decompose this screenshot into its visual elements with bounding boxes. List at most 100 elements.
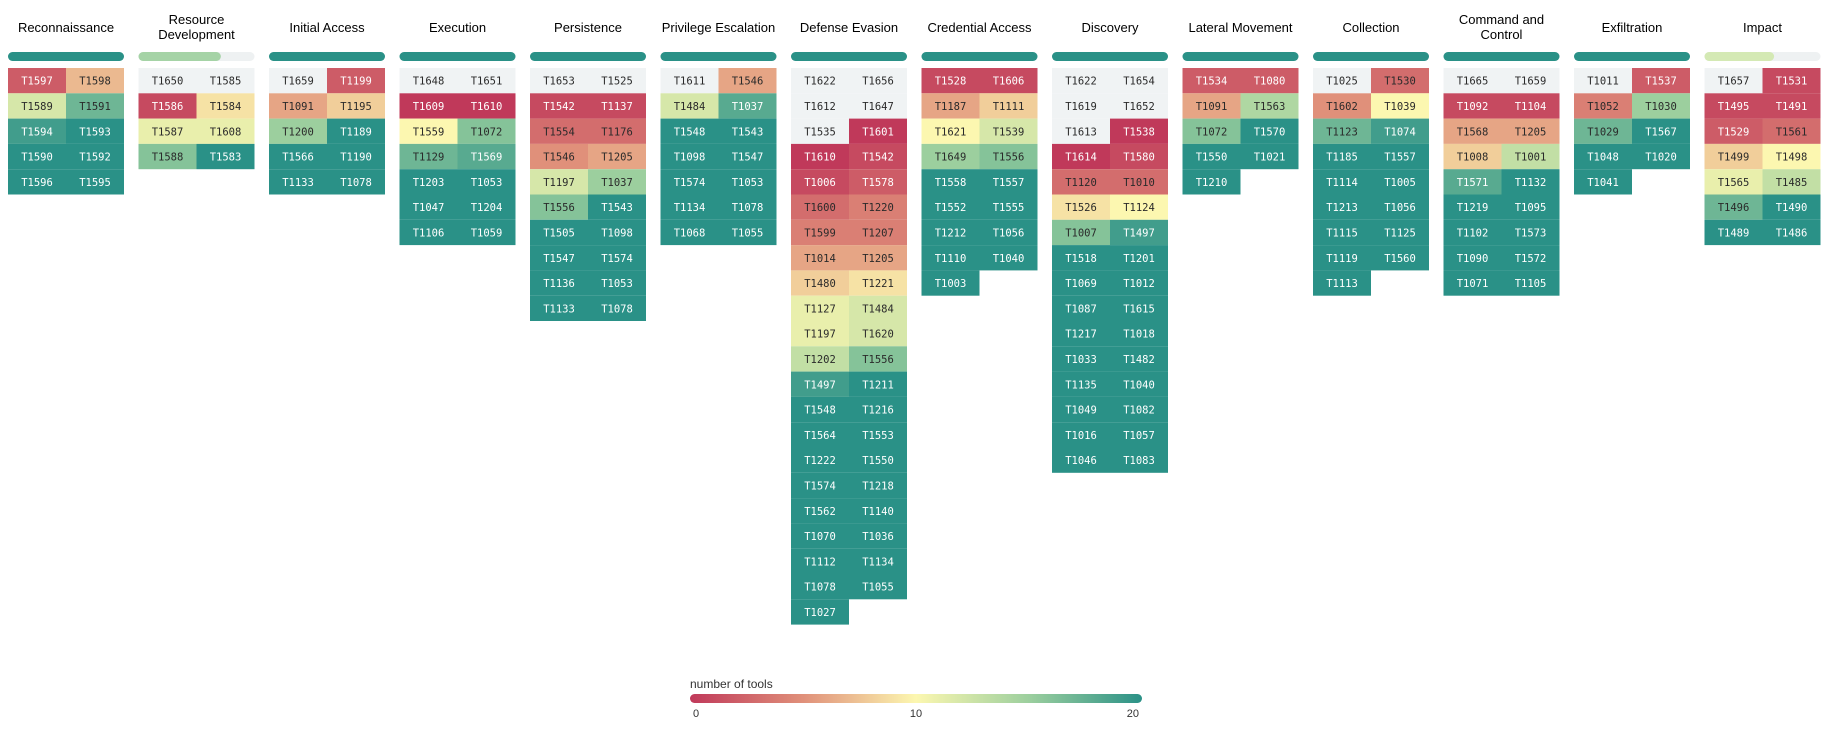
technique-cell[interactable] [849, 194, 907, 220]
technique-cell[interactable] [1762, 194, 1821, 220]
technique-cell[interactable] [1704, 169, 1763, 195]
technique-cell[interactable] [399, 93, 458, 119]
technique-cell[interactable] [1704, 118, 1763, 144]
technique-cell[interactable] [849, 371, 907, 397]
technique-cell[interactable] [138, 68, 197, 94]
technique-cell[interactable] [1371, 194, 1429, 220]
technique-cell[interactable] [849, 169, 907, 195]
technique-cell[interactable] [1110, 93, 1168, 119]
technique-cell[interactable] [8, 68, 66, 94]
technique-cell[interactable] [1501, 194, 1560, 220]
technique-cell[interactable] [1110, 346, 1168, 372]
technique-cell[interactable] [66, 143, 124, 170]
technique-cell[interactable] [791, 574, 849, 600]
technique-cell[interactable] [1501, 169, 1560, 195]
technique-cell[interactable] [588, 68, 646, 94]
technique-cell[interactable] [327, 169, 385, 195]
technique-cell[interactable] [1501, 219, 1560, 246]
technique-cell[interactable] [1110, 194, 1168, 220]
technique-cell[interactable] [921, 143, 980, 170]
technique-cell[interactable] [660, 143, 719, 170]
technique-cell[interactable] [979, 245, 1038, 271]
technique-cell[interactable] [1110, 245, 1168, 271]
technique-cell[interactable] [1371, 68, 1429, 94]
technique-cell[interactable] [849, 422, 907, 448]
technique-cell[interactable] [849, 93, 907, 119]
technique-cell[interactable] [849, 498, 907, 524]
technique-cell[interactable] [791, 219, 849, 246]
technique-cell[interactable] [718, 194, 777, 220]
technique-cell[interactable] [399, 143, 458, 170]
technique-cell[interactable] [457, 194, 516, 220]
technique-cell[interactable] [979, 219, 1038, 246]
technique-cell[interactable] [1182, 143, 1241, 170]
technique-cell[interactable] [1371, 219, 1429, 246]
technique-cell[interactable] [530, 143, 588, 170]
technique-cell[interactable] [1052, 219, 1110, 246]
technique-cell[interactable] [1443, 118, 1502, 144]
technique-cell[interactable] [1052, 118, 1110, 144]
technique-cell[interactable] [269, 118, 327, 144]
technique-cell[interactable] [1632, 68, 1690, 94]
technique-cell[interactable] [979, 169, 1038, 195]
technique-cell[interactable] [979, 194, 1038, 220]
technique-cell[interactable] [327, 93, 385, 119]
technique-cell[interactable] [1052, 270, 1110, 296]
technique-cell[interactable] [530, 219, 588, 246]
technique-cell[interactable] [791, 472, 849, 499]
technique-cell[interactable] [1443, 219, 1502, 246]
technique-cell[interactable] [588, 194, 646, 220]
technique-cell[interactable] [979, 118, 1038, 144]
technique-cell[interactable] [1313, 270, 1371, 296]
technique-cell[interactable] [530, 118, 588, 144]
technique-cell[interactable] [1313, 143, 1371, 170]
technique-cell[interactable] [1371, 93, 1429, 119]
technique-cell[interactable] [1110, 447, 1168, 473]
technique-cell[interactable] [791, 143, 849, 170]
technique-cell[interactable] [1052, 245, 1110, 271]
technique-cell[interactable] [1313, 194, 1371, 220]
technique-cell[interactable] [1313, 68, 1371, 94]
technique-cell[interactable] [457, 93, 516, 119]
technique-cell[interactable] [1110, 118, 1168, 144]
technique-cell[interactable] [849, 574, 907, 600]
technique-cell[interactable] [1704, 219, 1763, 246]
technique-cell[interactable] [1574, 143, 1632, 170]
technique-cell[interactable] [849, 396, 907, 423]
technique-cell[interactable] [1762, 118, 1821, 144]
technique-cell[interactable] [196, 143, 255, 170]
technique-cell[interactable] [849, 219, 907, 246]
technique-cell[interactable] [1443, 93, 1502, 119]
technique-cell[interactable] [457, 68, 516, 94]
technique-cell[interactable] [1762, 219, 1821, 246]
technique-cell[interactable] [660, 68, 719, 94]
technique-cell[interactable] [1182, 169, 1241, 195]
technique-cell[interactable] [1182, 93, 1241, 119]
technique-cell[interactable] [588, 270, 646, 296]
technique-cell[interactable] [791, 295, 849, 321]
technique-cell[interactable] [1371, 245, 1429, 271]
technique-cell[interactable] [196, 93, 255, 119]
technique-cell[interactable] [457, 143, 516, 170]
technique-cell[interactable] [718, 143, 777, 170]
technique-cell[interactable] [138, 143, 197, 170]
technique-cell[interactable] [921, 270, 980, 296]
technique-cell[interactable] [1110, 371, 1168, 397]
technique-cell[interactable] [1443, 143, 1502, 170]
technique-cell[interactable] [1052, 447, 1110, 473]
technique-cell[interactable] [1052, 371, 1110, 397]
technique-cell[interactable] [138, 118, 197, 144]
technique-cell[interactable] [138, 93, 197, 119]
technique-cell[interactable] [791, 245, 849, 271]
technique-cell[interactable] [1052, 169, 1110, 195]
technique-cell[interactable] [588, 118, 646, 144]
technique-cell[interactable] [66, 169, 124, 195]
technique-cell[interactable] [849, 447, 907, 473]
technique-cell[interactable] [530, 270, 588, 296]
technique-cell[interactable] [1110, 219, 1168, 246]
technique-cell[interactable] [1632, 143, 1690, 170]
technique-cell[interactable] [1501, 245, 1560, 271]
technique-cell[interactable] [1632, 118, 1690, 144]
technique-cell[interactable] [718, 219, 777, 246]
technique-cell[interactable] [921, 93, 980, 119]
